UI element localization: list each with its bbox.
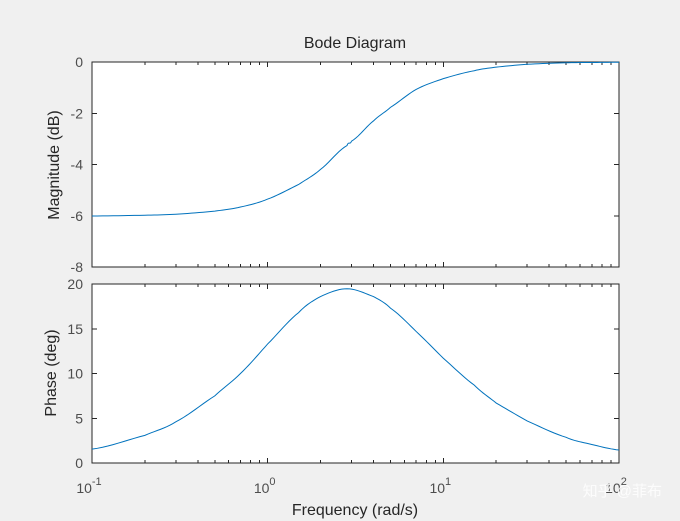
magnitude-ylabel: Magnitude (dB) [46, 110, 63, 219]
phase-ylabel: Phase (deg) [43, 329, 60, 416]
x-tick-label: 100 [254, 476, 276, 496]
y-tick-label: 20 [67, 276, 83, 292]
x-tick-label: 102 [605, 476, 627, 496]
x-axis-label: Frequency (rad/s) [292, 502, 418, 519]
y-tick-label: 0 [75, 455, 83, 471]
y-tick-label: 0 [75, 54, 83, 70]
y-tick-label: -6 [71, 208, 84, 224]
y-tick-label: -2 [71, 105, 84, 121]
magnitude-panel: 0 -2 -4 -6 -8 Magnitude (dB) [46, 54, 620, 275]
y-tick-label: -4 [71, 157, 84, 173]
y-tick-label: 15 [67, 321, 83, 337]
phase-curve [91, 288, 620, 451]
y-tick-label: 10 [67, 366, 83, 382]
x-tick-label: 10-1 [76, 476, 101, 496]
watermark: 知乎 @菲布 [583, 483, 662, 500]
magnitude-curve [91, 61, 620, 217]
y-tick-label: -8 [71, 259, 84, 275]
phase-axes [91, 283, 620, 464]
x-tick-label: 101 [429, 476, 451, 496]
magnitude-axes [91, 61, 620, 268]
phase-panel: 0 5 10 15 20 Phase (deg) [43, 276, 620, 471]
y-tick-label: 5 [75, 410, 83, 426]
chart-title: Bode Diagram [304, 35, 406, 52]
